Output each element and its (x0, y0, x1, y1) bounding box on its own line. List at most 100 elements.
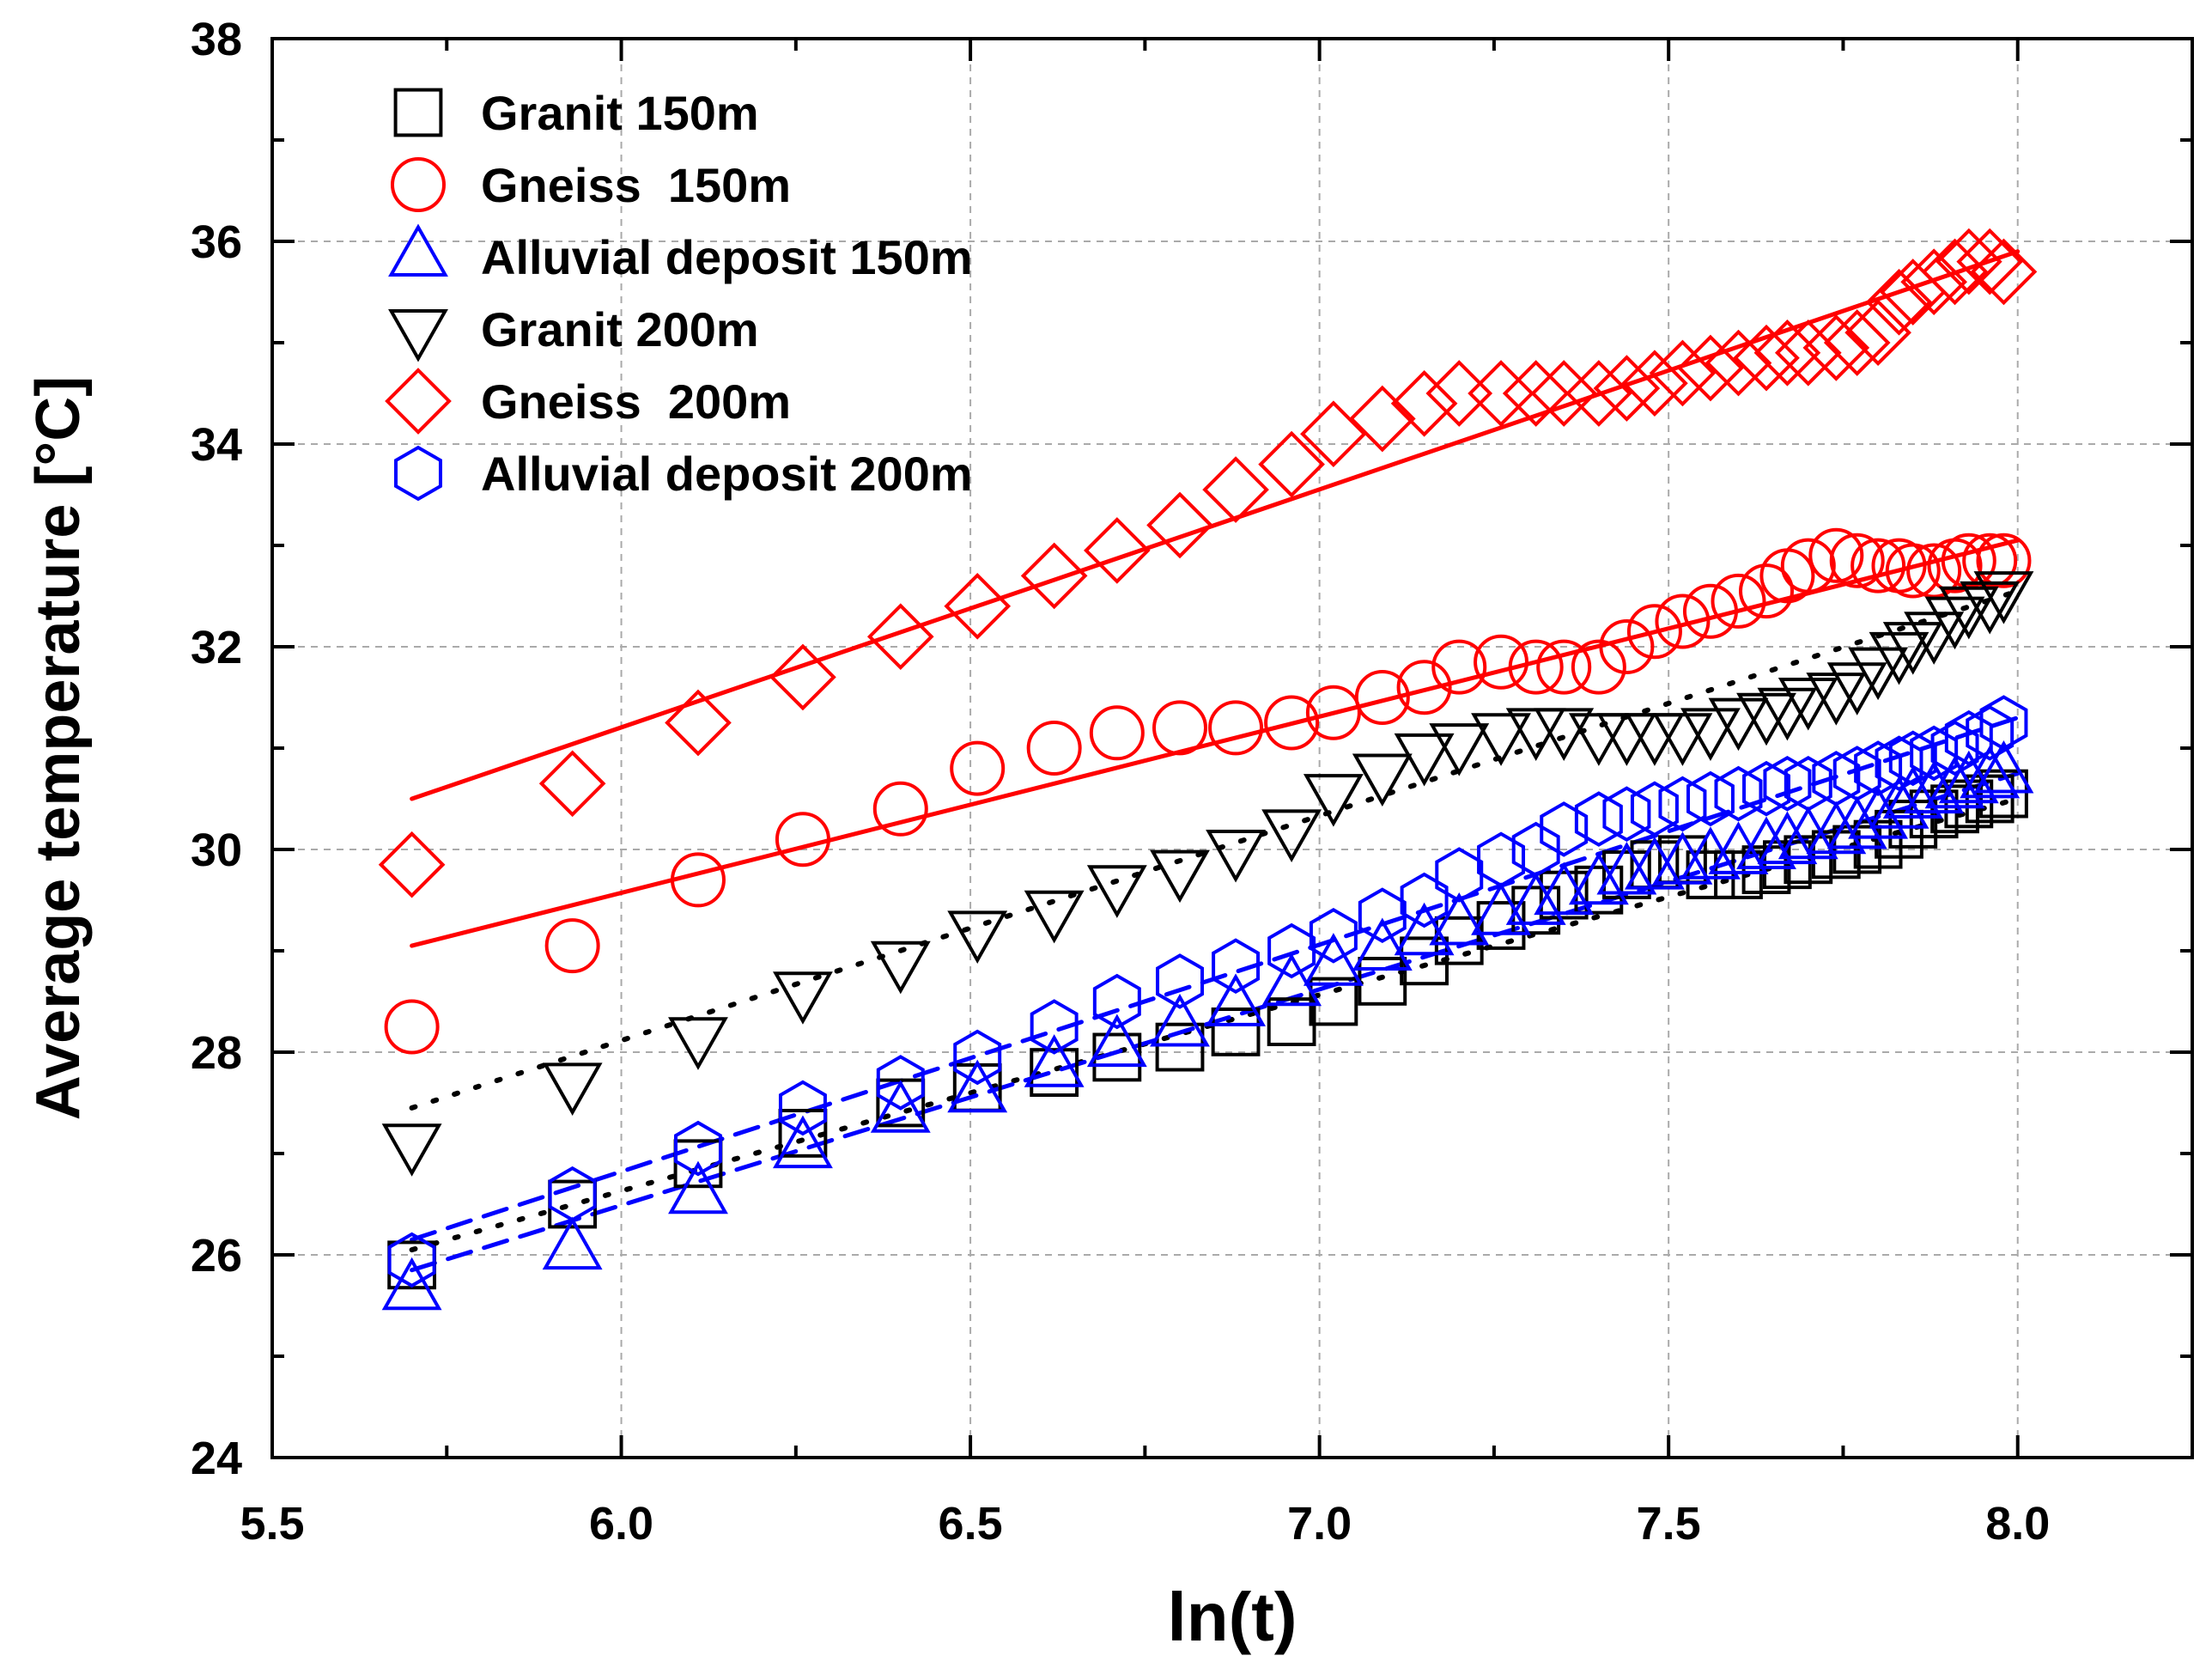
legend-item-gneiss-200m: Gneiss 200m (385, 368, 791, 435)
x-tick-label: 6.5 (939, 1498, 1003, 1549)
y-tick-label: 28 (191, 1027, 242, 1079)
point-alluvial-deposit-200m (1156, 953, 1204, 1009)
y-tick-label: 32 (191, 622, 242, 673)
point-alluvial-deposit-150m (1568, 851, 1629, 905)
y-tick-label: 26 (191, 1230, 242, 1281)
point-alluvial-deposit-200m (1212, 938, 1261, 995)
point-alluvial-deposit-200m (1400, 872, 1449, 928)
point-gneiss-150m (950, 740, 1006, 796)
point-alluvial-deposit-200m (1658, 776, 1707, 832)
point-gneiss-150m (1829, 533, 1885, 588)
point-gneiss-200m (1258, 430, 1325, 498)
series-alluvial-deposit-150m (381, 740, 2034, 1311)
point-gneiss-150m (872, 781, 928, 837)
point-alluvial-deposit-200m (1358, 887, 1407, 944)
point-alluvial-deposit-150m (1904, 760, 1965, 814)
legend-marker-gneiss-150m (391, 157, 446, 212)
x-tick-label: 5.5 (240, 1498, 304, 1549)
series-gneiss-200m (378, 228, 2038, 898)
point-alluvial-deposit-150m (1303, 933, 1364, 986)
point-alluvial-deposit-150m (1736, 816, 1796, 869)
point-alluvial-deposit-150m (1938, 750, 1999, 804)
point-granit-200m (381, 1123, 442, 1177)
point-gneiss-200m (1621, 350, 1688, 417)
point-alluvial-deposit-200m (953, 1029, 1002, 1086)
point-alluvial-deposit-150m (1505, 872, 1566, 925)
y-tick-label: 36 (191, 216, 242, 268)
point-gneiss-200m (1956, 228, 2024, 295)
point-gneiss-200m (1935, 228, 2002, 295)
point-granit-150m (1811, 830, 1861, 880)
point-granit-150m (1686, 850, 1735, 899)
point-alluvial-deposit-150m (1352, 917, 1413, 971)
x-tick-label: 6.0 (589, 1498, 653, 1549)
point-alluvial-deposit-150m (542, 1216, 603, 1270)
x-tick-label: 7.0 (1287, 1498, 1352, 1549)
point-gneiss-150m (670, 852, 726, 908)
point-alluvial-deposit-200m (1812, 751, 1861, 807)
point-gneiss-200m (1390, 369, 1458, 437)
point-gneiss-200m (378, 831, 446, 898)
point-granit-150m (1211, 1007, 1261, 1056)
point-alluvial-deposit-150m (1596, 841, 1657, 895)
point-alluvial-deposit-200m (1511, 821, 1560, 878)
point-gneiss-200m (1823, 309, 1891, 376)
point-gneiss-150m (1354, 670, 1410, 725)
point-granit-150m (778, 1109, 828, 1158)
point-granit-200m (1904, 612, 1965, 665)
point-gneiss-150m (1906, 543, 1962, 599)
point-granit-200m (542, 1062, 603, 1116)
point-gneiss-150m (1571, 639, 1626, 695)
point-gneiss-150m (1885, 543, 1941, 599)
point-alluvial-deposit-150m (1924, 755, 1985, 809)
point-gneiss-200m (1348, 385, 1416, 453)
point-gneiss-150m (1208, 700, 1264, 756)
point-granit-150m (1965, 774, 2014, 824)
point-alluvial-deposit-200m (1832, 746, 1881, 801)
point-granit-150m (1030, 1048, 1079, 1097)
point-alluvial-deposit-200m (548, 1166, 597, 1222)
legend-item-gneiss-150m: Gneiss 150m (391, 157, 791, 212)
point-gneiss-150m (1941, 533, 1996, 588)
point-gneiss-200m (1146, 491, 1213, 559)
grid-lines (272, 39, 2192, 1458)
point-alluvial-deposit-150m (1624, 837, 1685, 890)
point-alluvial-deposit-150m (947, 1059, 1008, 1113)
point-gneiss-150m (384, 999, 440, 1055)
point-gneiss-200m (1774, 319, 1842, 387)
point-gneiss-200m (1844, 299, 1911, 367)
point-gneiss-150m (1655, 594, 1711, 649)
tick-labels: 5.5 6.0 6.5 7.0 7.5 8.0 24 26 28 30 32 34 36 38 (191, 14, 2050, 1549)
point-gneiss-200m (1593, 355, 1661, 422)
point-gneiss-150m (1508, 639, 1564, 695)
legend-marker-granit-200m (388, 309, 448, 362)
point-granit-200m (1973, 571, 2034, 624)
point-alluvial-deposit-200m (387, 1232, 436, 1288)
point-alluvial-deposit-200m (1477, 831, 1526, 888)
point-alluvial-deposit-150m (1429, 892, 1490, 946)
point-alluvial-deposit-150m (668, 1160, 728, 1214)
point-granit-150m (1784, 835, 1833, 885)
legend-marker-alluvial-deposit-200m (394, 445, 442, 502)
point-granit-200m (1938, 586, 1999, 640)
point-alluvial-deposit-150m (1757, 811, 1818, 865)
point-granit-200m (1652, 713, 1713, 766)
point-alluvial-deposit-200m (1686, 770, 1735, 827)
point-alluvial-deposit-200m (1540, 801, 1589, 857)
point-gneiss-200m (1921, 238, 1989, 306)
point-gneiss-150m (1396, 660, 1452, 715)
point-alluvial-deposit-200m (674, 1120, 722, 1177)
point-alluvial-deposit-150m (1150, 993, 1210, 1047)
point-gneiss-200m (1753, 319, 1821, 387)
legend-marker-granit-150m (393, 88, 443, 137)
point-gneiss-150m (1808, 527, 1864, 583)
point-gneiss-150m (1850, 538, 1906, 594)
point-gneiss-200m (1649, 339, 1717, 407)
x-tick-label: 7.5 (1637, 1498, 1701, 1549)
point-alluvial-deposit-200m (1854, 740, 1903, 796)
y-tick-label: 38 (191, 14, 242, 65)
point-granit-200m (1471, 713, 1531, 766)
series-alluvial-deposit-200m (387, 695, 2028, 1288)
point-alluvial-deposit-200m (1763, 755, 1812, 812)
